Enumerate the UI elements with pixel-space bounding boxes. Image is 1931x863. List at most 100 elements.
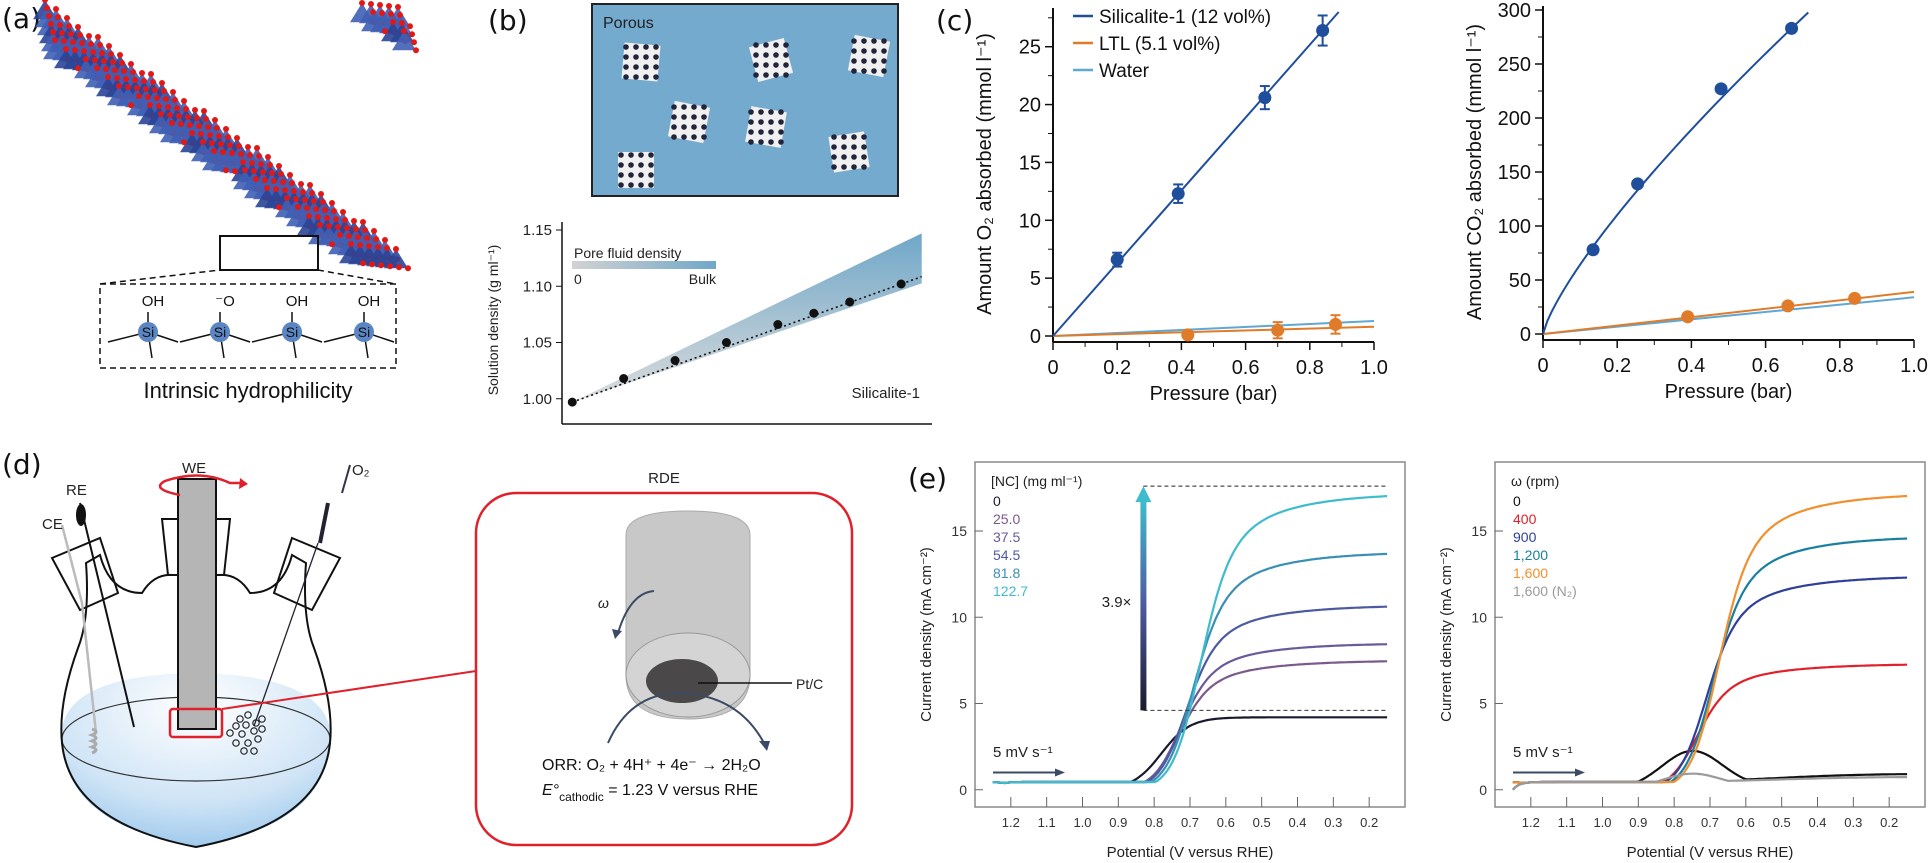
sio4-tetrahedron	[160, 123, 184, 143]
oxygen-atom	[351, 218, 357, 224]
cage-atom	[653, 74, 659, 80]
y-tick-label: 300	[1498, 0, 1531, 22]
oxygen-atom	[337, 232, 343, 238]
surface-group-label: OH	[358, 293, 381, 310]
oxygen-atom	[379, 10, 385, 16]
scan-arrowhead-icon	[1575, 768, 1585, 777]
cage-atom	[778, 129, 784, 135]
cage-atom	[773, 52, 779, 58]
cage-atom	[831, 144, 837, 150]
panel-label-e: (e)	[908, 462, 948, 495]
cage	[618, 152, 654, 188]
oxygen-atom	[386, 3, 392, 9]
sio4-tetrahedron	[244, 179, 268, 199]
oxygen-atom	[265, 154, 271, 160]
oxygen-atom	[130, 69, 136, 75]
rde-detail-diagram: RDE Pt/C ω ORR: O₂ + 4H⁺ + 4e⁻ → 2H₂O E°…	[474, 470, 854, 847]
cage-atom	[871, 58, 877, 64]
oxygen-atom	[366, 243, 372, 249]
y-axis-title: Current density (mA cm⁻²)	[1438, 547, 1455, 722]
panel-label-b: (b)	[488, 4, 528, 37]
chart-o2-absorption: 0 5 10 15 20 25 0 0.2 0.4 0.6 0.8 1.0 Pressure (bar)…	[974, 7, 1388, 405]
gas-inlet-tube	[318, 502, 330, 544]
oxygen-atom	[371, 228, 377, 234]
cage-atom	[643, 54, 649, 60]
oxygen-atom	[75, 65, 81, 72]
oxygen-atom	[382, 237, 388, 243]
x-tick-label: 0.7	[1181, 815, 1199, 830]
zoom-box	[219, 235, 319, 271]
data-point	[1781, 299, 1795, 313]
data-point	[1785, 21, 1799, 35]
cage-atom	[671, 134, 677, 140]
y-tick-label: 0	[1030, 326, 1041, 348]
cage-atom	[778, 109, 784, 115]
oxygen-atom	[163, 96, 169, 102]
cage-atom	[861, 134, 867, 140]
oxygen-atom	[59, 30, 65, 36]
data-point	[1258, 91, 1272, 105]
sio4-tetrahedron	[96, 77, 120, 97]
oxygen-atom	[181, 139, 187, 146]
oxygen-atom	[373, 236, 379, 242]
oxygen-atom	[79, 40, 85, 46]
oxygen-atom	[397, 12, 403, 18]
oxygen-atom	[90, 49, 96, 55]
reference-electrode	[79, 502, 135, 728]
oxygen-atom	[86, 33, 92, 39]
y-tick-label: 1.10	[523, 278, 552, 295]
oxygen-atom	[81, 48, 87, 54]
cage-atom	[861, 48, 867, 54]
oxygen-atom	[147, 102, 153, 108]
legend-entry: 0	[1513, 493, 1521, 509]
oxygen-atom	[227, 142, 233, 148]
x-tick-label: 1.2	[1522, 815, 1540, 830]
legend-label: Silicalite-1 (12 vol%)	[1099, 7, 1271, 28]
cage	[667, 100, 711, 144]
cage-atom	[628, 182, 634, 188]
oxygen-atom	[101, 58, 107, 64]
x-axis-title: Potential (V versus RHE)	[1627, 844, 1794, 861]
x-tick-label: 0.9	[1109, 815, 1127, 830]
bubble	[254, 735, 262, 743]
x-tick-label: 0.5	[1773, 815, 1791, 830]
legend-entry: 122.7	[993, 583, 1028, 599]
oxygen-atom	[284, 195, 290, 201]
oxygen-atom	[57, 22, 63, 28]
surface-group-label: ⁻O	[215, 293, 235, 310]
counter-electrode	[60, 524, 98, 734]
bubble	[244, 711, 252, 719]
y-tick-label: 5	[1030, 268, 1041, 290]
oxygen-atom	[158, 111, 164, 117]
oxygen-atom	[377, 2, 383, 8]
zoom-guide-right	[317, 269, 397, 285]
cage-atom	[633, 64, 639, 70]
cage-atom	[643, 74, 649, 80]
cage-atom	[871, 48, 877, 54]
oxygen-atom	[169, 120, 175, 126]
oxygen-atom	[232, 168, 238, 175]
cage-atom	[851, 48, 857, 54]
oxygen-atom	[355, 234, 361, 240]
omega-arrowhead-icon	[612, 629, 622, 639]
oxygen-atom	[77, 32, 83, 38]
data-point	[1110, 253, 1124, 267]
x-tick-label: 0.8	[1296, 357, 1324, 379]
x-tick-label: 1.0	[1900, 355, 1928, 377]
reaction-flow-arrow-icon	[607, 691, 765, 744]
oxygen-atom	[238, 151, 244, 157]
chart-lsv-rotation-rate: 0 5 10 15 1.2 1.1 1.0 0.9 0.8 0.7 0.6 0.5 0.4 0.3 0.2 P…	[1438, 461, 1926, 861]
oxygen-atom	[260, 169, 266, 175]
x-tick-label: 0.6	[1752, 355, 1780, 377]
bubble	[258, 725, 266, 733]
x-tick-label: 0.2	[1103, 357, 1131, 379]
oxygen-atom	[344, 225, 350, 231]
oxygen-atom	[72, 47, 78, 53]
oxygen-atom	[161, 88, 167, 94]
oxygen-atom	[387, 263, 393, 270]
oxygen-atom	[159, 80, 165, 86]
sio4-tetrahedron	[74, 59, 98, 79]
oxygen-atom	[396, 264, 402, 271]
working-electrode-rod	[177, 478, 217, 730]
oxygen-atom	[264, 185, 270, 191]
